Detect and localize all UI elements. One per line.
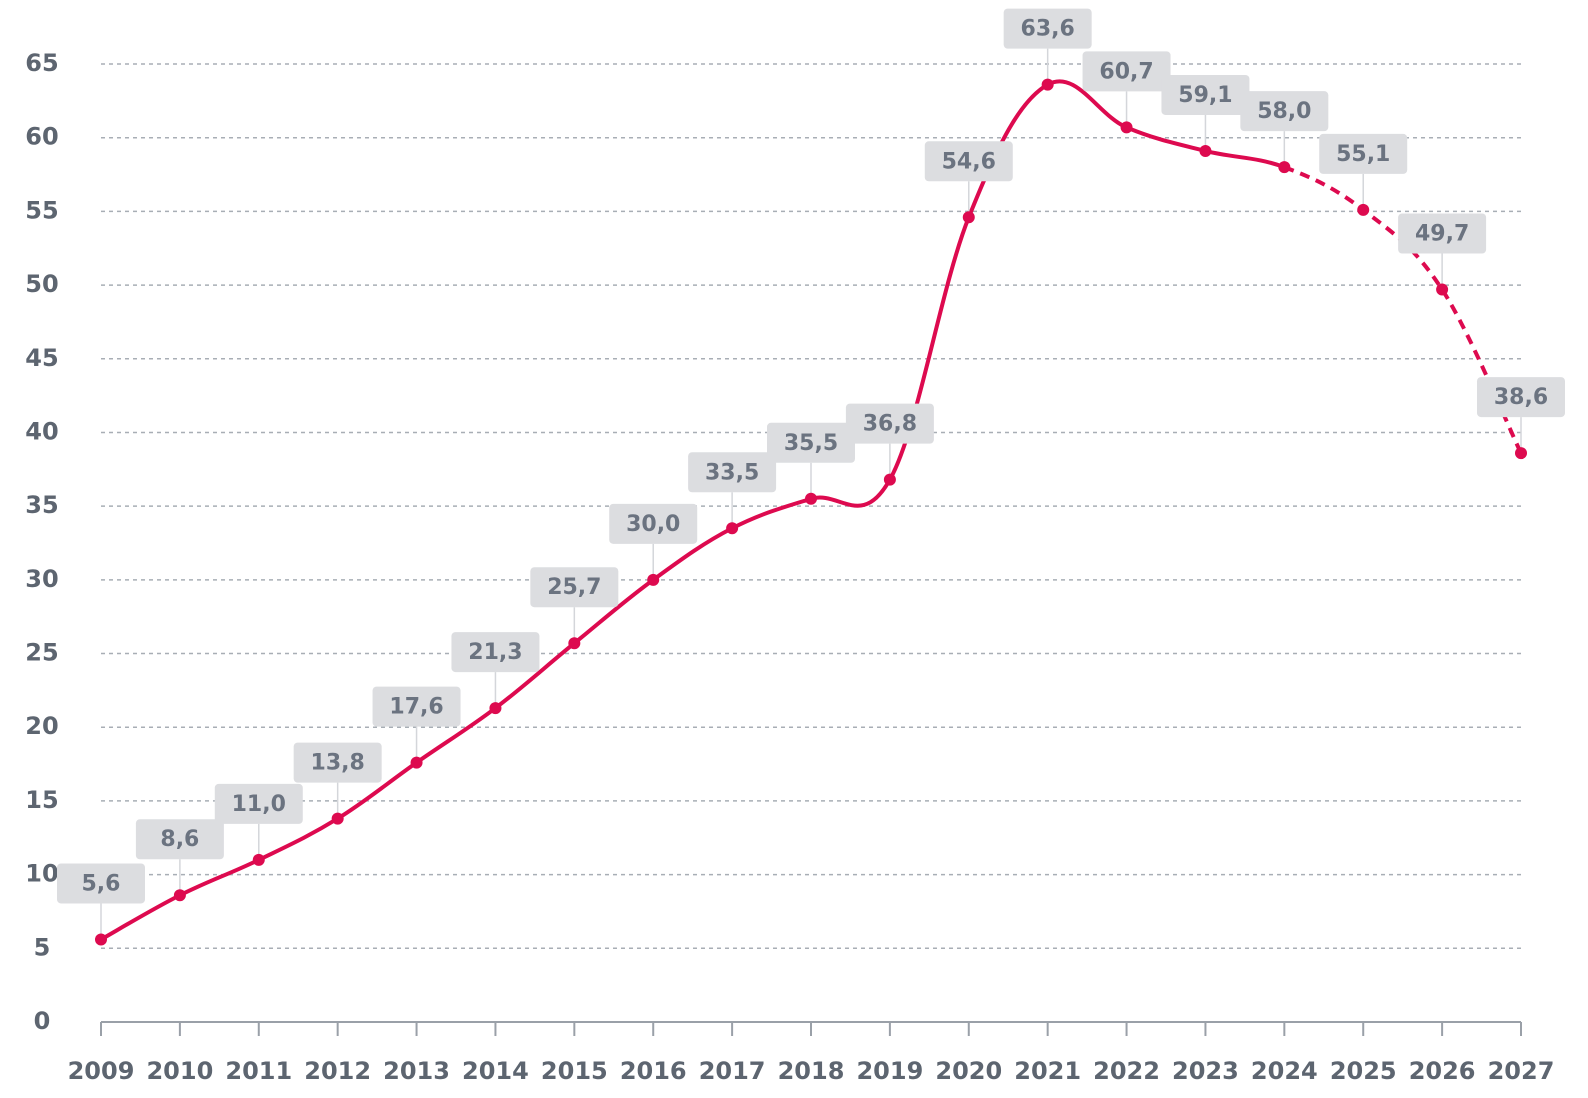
point (252, 853, 265, 866)
y-tick-label: 10 (25, 860, 58, 888)
x-tick-label: 2016 (620, 1057, 687, 1085)
point (1278, 161, 1291, 174)
data-label: 11,0 (232, 792, 286, 817)
label-box (924, 141, 1013, 182)
data-label: 63,6 (1021, 17, 1075, 42)
x-tick-label: 2022 (1093, 1057, 1160, 1085)
x-tick-label: 2013 (383, 1057, 450, 1085)
x-tick-label: 2010 (146, 1057, 213, 1085)
x-tick-label: 2020 (935, 1057, 1002, 1085)
y-tick-label: 15 (25, 786, 58, 814)
label-box (845, 403, 934, 444)
x-tick-label: 2027 (1488, 1057, 1555, 1085)
label-box (293, 742, 382, 783)
x-tick-label: 2026 (1409, 1057, 1476, 1085)
label-box (688, 452, 777, 493)
data-label: 35,5 (784, 431, 838, 456)
data-label: 60,7 (1099, 59, 1153, 84)
point (1120, 121, 1133, 134)
label-box (57, 863, 145, 904)
point (95, 933, 107, 946)
point (1436, 283, 1449, 296)
x-tick-label: 2019 (856, 1057, 923, 1085)
point (173, 889, 186, 902)
point (1357, 203, 1370, 216)
data-label: 36,8 (863, 412, 917, 437)
x-tick-label: 2012 (304, 1057, 371, 1085)
point (805, 492, 817, 505)
x-tick-label: 2025 (1330, 1057, 1397, 1085)
label-box (1477, 377, 1565, 418)
point (410, 756, 423, 769)
y-tick-label: 45 (25, 344, 58, 372)
point (1515, 447, 1527, 460)
line-forecast (1283, 165, 1523, 454)
x-tick-label: 2023 (1172, 1057, 1239, 1085)
label-box (1161, 74, 1250, 115)
y-tick-label: 20 (25, 712, 58, 740)
x-tick-label: 2009 (68, 1057, 135, 1085)
data-label: 5,6 (82, 871, 121, 896)
y-tick-label: 50 (25, 270, 58, 298)
y-tick-label: 60 (25, 123, 58, 151)
point (962, 211, 975, 224)
label-box (372, 686, 461, 727)
data-label: 55,1 (1336, 142, 1390, 167)
x-tick-label: 2017 (699, 1057, 766, 1085)
label-box (1319, 133, 1408, 174)
label-box (609, 503, 698, 544)
point (331, 812, 344, 825)
point (726, 522, 739, 535)
data-label: 30,0 (626, 512, 680, 537)
y-tick-label: 0 (34, 1007, 51, 1035)
data-label: 17,6 (389, 695, 443, 720)
x-tick-label: 2011 (225, 1057, 292, 1085)
data-label: 13,8 (311, 751, 365, 776)
y-tick-label: 65 (25, 49, 58, 77)
point (1041, 78, 1054, 91)
y-tick-label: 25 (25, 639, 58, 667)
x-tick-label: 2018 (778, 1057, 845, 1085)
y-tick-label: 55 (25, 196, 58, 224)
y-tick-label: 40 (25, 417, 58, 445)
point (489, 702, 502, 715)
data-label: 49,7 (1415, 221, 1469, 246)
y-tick-label: 35 (25, 491, 58, 519)
label-box (451, 632, 540, 673)
data-label: 58,0 (1257, 99, 1311, 124)
y-tick-label: 30 (25, 565, 58, 593)
data-label: 59,1 (1178, 83, 1232, 108)
x-tick-label: 2024 (1251, 1057, 1318, 1085)
point (1199, 144, 1212, 157)
data-label: 54,6 (942, 149, 996, 174)
label-box (530, 567, 619, 608)
x-tick-label: 2014 (462, 1057, 529, 1085)
label-box (767, 422, 855, 463)
data-label: 21,3 (468, 640, 522, 665)
data-label: 25,7 (547, 575, 601, 600)
point (883, 473, 896, 486)
label-box (1240, 91, 1329, 132)
data-label: 38,6 (1494, 385, 1548, 410)
label-box (1003, 8, 1092, 49)
label-box (1398, 213, 1487, 254)
x-tick-label: 2021 (1014, 1057, 1081, 1085)
label-box (1082, 51, 1171, 92)
data-label: 8,6 (160, 827, 199, 852)
label-box (214, 783, 303, 824)
label-box (135, 819, 224, 860)
data-label: 33,5 (705, 460, 759, 485)
point (647, 573, 660, 586)
x-tick-label: 2015 (541, 1057, 608, 1085)
y-tick-label: 5 (34, 933, 51, 961)
point (568, 637, 581, 650)
